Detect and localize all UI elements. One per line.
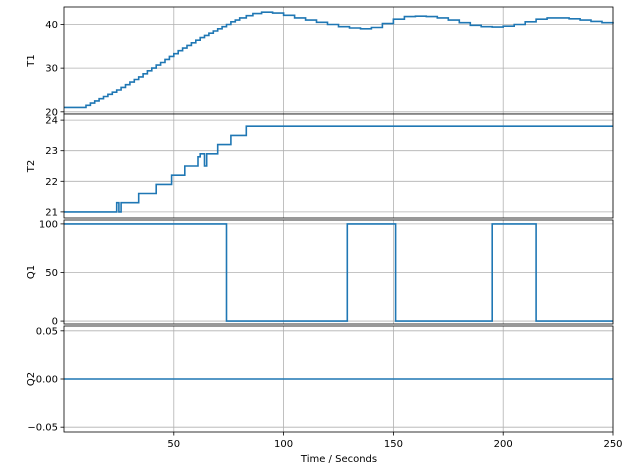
series-line-t1 [64,11,614,109]
series-line-q1 [64,223,613,322]
y-tick-label: 22 [45,177,58,188]
y-tick-label: 30 [45,64,58,75]
x-tick-label: 200 [494,439,513,450]
y-tick-label: −0.05 [27,423,58,434]
panel-t2: 21 22 23 24 T2 [26,113,614,219]
y-axis-label-t1: T1 [26,54,37,67]
y-tick-label: 0.00 [36,375,58,386]
panel-q1: 0 50 100 Q1 [26,219,614,328]
y-tick-label: 20 [45,107,58,118]
y-axis-label-t2: T2 [26,160,37,173]
x-tick-label: 150 [384,439,403,450]
y-tick-label: 23 [45,146,58,157]
panel-t1: 20 30 40 T1 [26,6,614,118]
x-axis-label: Time / Seconds [300,454,377,465]
series-line-t2 [64,125,613,213]
y-tick-label: 40 [45,20,58,31]
plot-area [64,7,613,114]
x-tick-label: 100 [274,439,293,450]
x-tick-label: 250 [603,439,622,450]
y-tick-label: 24 [45,116,58,127]
plot-area [64,114,613,218]
plot-frame [63,113,614,219]
panel-q2: −0.05 0.00 0.05 Q2 50 100 150 200 250 [26,325,623,450]
y-axis-label-q1: Q1 [26,265,37,279]
y-tick-label: 21 [45,207,58,218]
y-tick-label: 0 [52,317,58,328]
y-tick-label: 0.05 [36,326,58,337]
plot-area [64,220,613,324]
x-tick-label: 50 [167,439,180,450]
y-axis-label-q2: Q2 [26,372,37,386]
y-tick-label: 100 [39,219,58,230]
panels-group: 20 30 40 T1 21 22 23 24 T2 0 50 100 Q1 −0.05 0.00 0.05 Q… [26,6,623,450]
plot-frame [63,219,614,325]
y-tick-label: 50 [45,268,58,279]
